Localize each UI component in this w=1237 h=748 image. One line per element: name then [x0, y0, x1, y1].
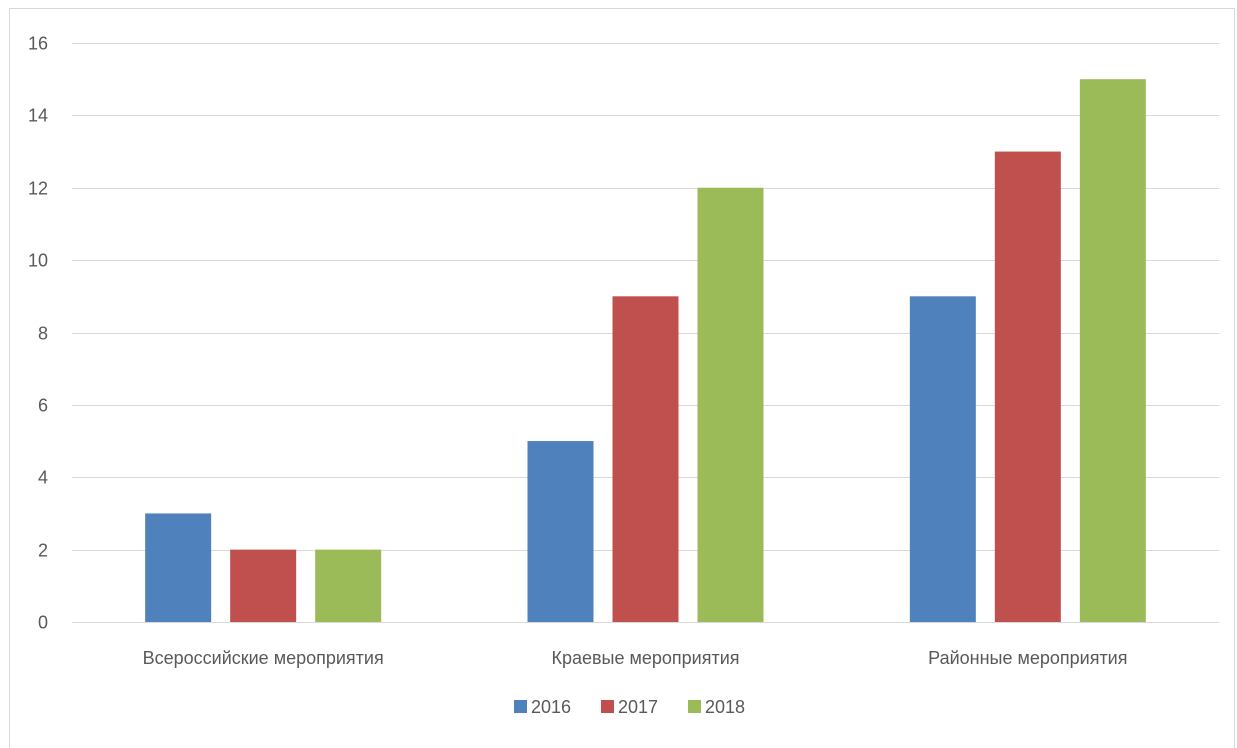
legend-label-2018: 2018	[705, 697, 745, 717]
y-tick-label: 0	[38, 613, 48, 633]
bar-2016-1	[527, 441, 594, 622]
legend-swatch-2017	[601, 700, 614, 713]
legend-swatch-2018	[688, 700, 701, 713]
bar-2018-1	[697, 187, 764, 622]
y-tick-label: 10	[28, 251, 48, 271]
legend-label-2016: 2016	[531, 697, 571, 717]
y-tick-label: 14	[28, 106, 48, 126]
chart-frame	[9, 8, 1235, 748]
bar-2016-0	[145, 513, 212, 622]
category-label: Всероссийские мероприятия	[143, 648, 384, 668]
category-label: Районные мероприятия	[928, 648, 1127, 668]
y-tick-label: 8	[38, 324, 48, 344]
category-label: Краевые мероприятия	[551, 648, 739, 668]
bar-2018-2	[1079, 79, 1146, 622]
bar-2016-2	[909, 296, 976, 622]
legend-swatch-2016	[514, 700, 527, 713]
y-tick-label: 6	[38, 396, 48, 416]
x-axis-categories: Всероссийские мероприятия Краевые меропри…	[143, 648, 1128, 668]
bar-2017-0	[230, 549, 297, 622]
legend: 2016 2017 2018	[514, 697, 745, 717]
y-tick-label: 16	[28, 34, 48, 54]
y-tick-label: 4	[38, 468, 48, 488]
bar-2018-0	[315, 549, 382, 622]
bar-2017-1	[612, 296, 679, 622]
bars	[145, 79, 1146, 622]
y-axis-ticks: 0 2 4 6 8 10 12 14 16	[28, 34, 48, 633]
bar-2017-2	[994, 151, 1061, 622]
y-tick-label: 2	[38, 541, 48, 561]
y-tick-label: 12	[28, 179, 48, 199]
legend-label-2017: 2017	[618, 697, 658, 717]
